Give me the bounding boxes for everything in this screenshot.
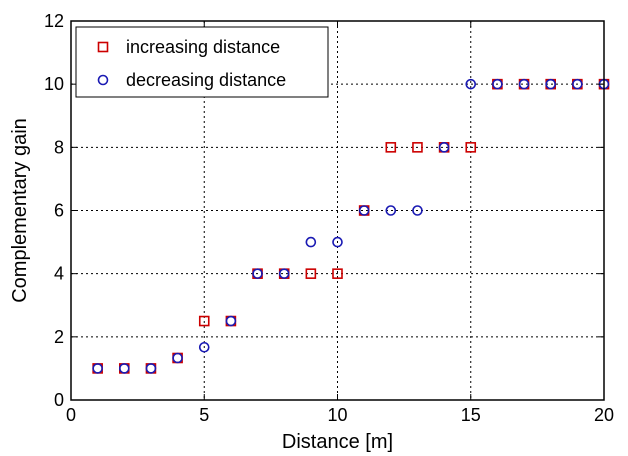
y-tick-label: 12 [44,11,64,31]
legend-label-increasing: increasing distance [126,37,280,57]
data-point [465,78,477,90]
data-point [198,341,210,353]
data-point [465,142,477,153]
x-tick-label: 0 [66,405,76,425]
y-tick-label: 6 [54,201,64,221]
data-point [92,363,103,374]
data-point [119,363,130,374]
data-point [412,142,423,153]
data-point [225,315,237,327]
data-point [305,268,317,279]
legend-label-decreasing: decreasing distance [126,70,286,90]
y-tick-label: 0 [54,390,64,410]
legend-marker-increasing [97,41,109,53]
x-axis-label: Distance [m] [282,431,393,453]
grid [71,21,604,400]
data-point [518,78,530,90]
data-series [92,78,610,374]
data-point [332,268,343,279]
series-increasing [92,78,610,374]
y-tick-label: 4 [54,264,64,284]
data-point [305,236,317,248]
legend-box [75,26,329,98]
data-point [438,142,450,153]
x-tick-label: 5 [199,405,209,425]
data-point [385,142,397,153]
data-point [572,78,583,90]
data-point [332,236,343,248]
data-point [278,268,290,279]
legend: increasing distance decreasing distance [75,26,329,98]
data-point [252,268,263,279]
x-tick-label: 15 [461,405,481,425]
data-point [198,315,210,327]
y-axis-label: Complementary gain [9,118,31,303]
data-point [492,78,503,90]
series-decreasing [92,78,610,374]
x-tick-label: 20 [594,405,614,425]
axis-ticks: 0 5 10 15 20 0 2 4 6 8 10 12 [44,11,614,425]
data-point [172,352,183,364]
data-point [145,363,157,374]
x-tick-label: 10 [327,405,347,425]
data-point [545,78,557,90]
data-point [385,205,397,216]
data-point [412,205,423,216]
y-tick-label: 8 [54,137,64,157]
legend-marker-decreasing [97,74,109,86]
y-tick-label: 2 [54,327,64,347]
data-point [358,205,370,216]
y-tick-label: 10 [44,74,64,94]
